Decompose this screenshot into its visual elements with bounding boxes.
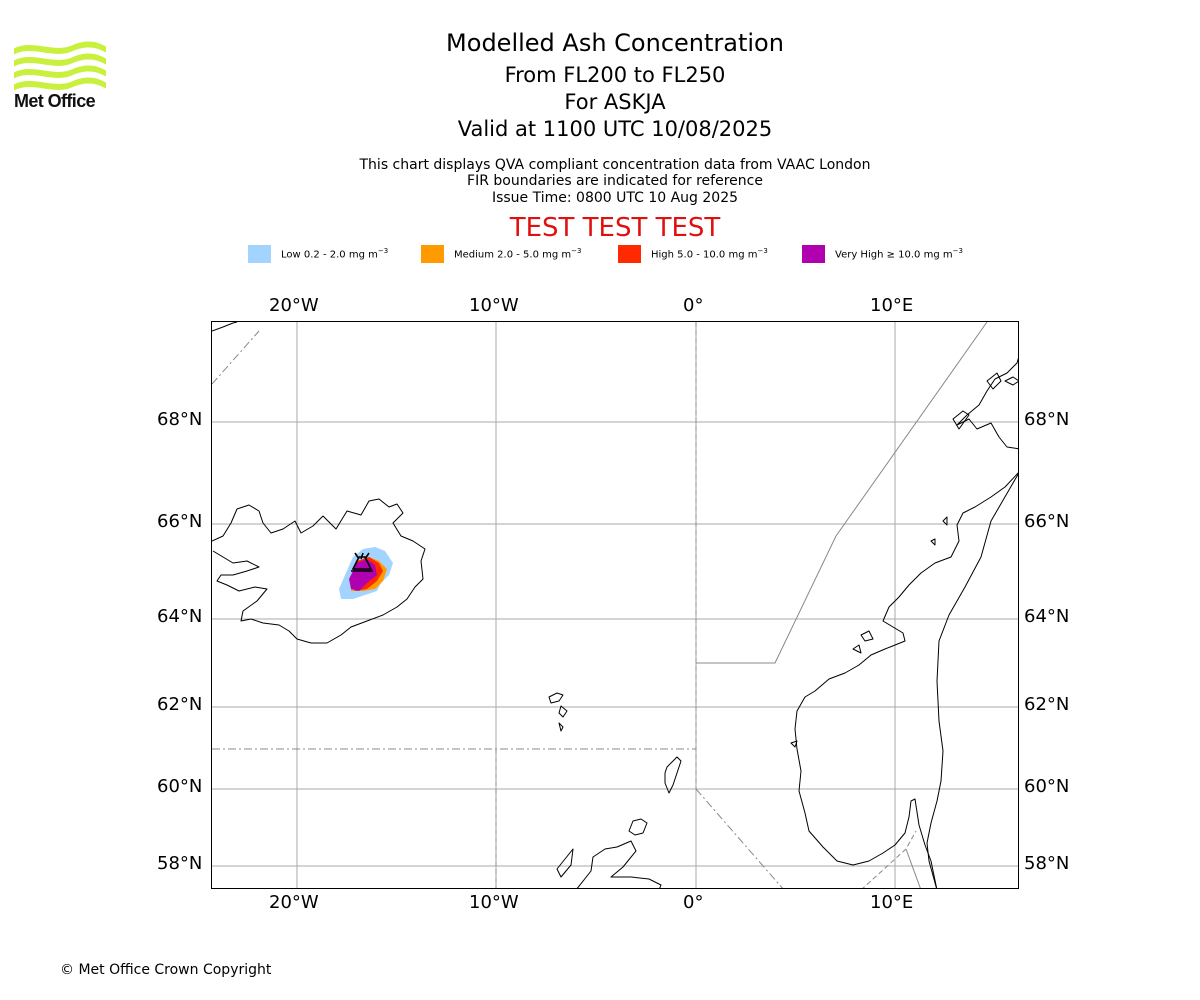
legend-item-low: Low 0.2 - 2.0 mg m−3 — [248, 244, 388, 264]
coast-sweden — [926, 473, 1018, 888]
graticule — [212, 322, 1018, 888]
legend-swatch-low — [248, 245, 271, 263]
coast-island-66n — [942, 516, 948, 526]
lon-label-bottom-20w: 20°W — [269, 892, 319, 913]
legend-item-medium: Medium 2.0 - 5.0 mg m−3 — [421, 244, 581, 264]
lon-label-top-10w: 10°W — [469, 295, 519, 316]
lat-label-right-64n: 64°N — [1024, 606, 1070, 627]
coast-hebrides — [556, 848, 574, 878]
map-canvas — [212, 322, 1018, 888]
lat-label-right-58n: 58°N — [1024, 853, 1070, 874]
coast-island-sw — [790, 740, 798, 748]
coast-island-64n — [860, 630, 874, 642]
lat-label-left-62n: 62°N — [157, 694, 203, 715]
legend-item-high: High 5.0 - 10.0 mg m−3 — [618, 244, 768, 264]
test-banner: TEST TEST TEST — [509, 213, 721, 243]
legend-swatch-very-high — [802, 245, 825, 263]
coast-island-63n — [852, 644, 862, 654]
legend-label-low: Low 0.2 - 2.0 mg m — [281, 249, 378, 261]
ash-contours — [339, 547, 393, 599]
fir-boundary-skagerrak — [862, 830, 917, 888]
coast-faroe-north — [548, 692, 564, 704]
coast-lofoten-2 — [986, 372, 1002, 390]
concentration-legend: Low 0.2 - 2.0 mg m−3 Medium 2.0 - 5.0 mg… — [0, 244, 1200, 264]
copyright-notice: © Met Office Crown Copyright — [60, 962, 272, 978]
coast-iceland — [212, 498, 426, 644]
fir-boundary-dashdot-north-sea — [695, 788, 783, 888]
flight-level-range: From FL200 to FL250 — [504, 63, 726, 87]
legend-label-high: High 5.0 - 10.0 mg m — [651, 249, 758, 261]
fir-boundaries — [212, 322, 988, 888]
coast-faroe-south — [558, 722, 564, 732]
info-line-qva: This chart displays QVA compliant concen… — [359, 157, 871, 173]
legend-swatch-medium — [421, 245, 444, 263]
legend-label-very-high: Very High ≥ 10.0 mg m — [835, 249, 953, 261]
coast-greenland-fragment — [212, 322, 238, 332]
fir-boundary-norway — [696, 322, 988, 664]
lon-label-top-10e: 10°E — [870, 295, 914, 316]
lon-label-top-0: 0° — [683, 295, 704, 316]
lat-label-left-64n: 64°N — [157, 606, 203, 627]
info-line-fir: FIR boundaries are indicated for referen… — [467, 173, 763, 189]
volcano-title: For ASKJA — [564, 90, 666, 114]
coast-scotland — [576, 840, 662, 888]
legend-label-medium: Medium 2.0 - 5.0 mg m — [454, 249, 572, 261]
lon-label-bottom-10e: 10°E — [870, 892, 914, 913]
coast-lofoten-1 — [1004, 376, 1018, 386]
fir-boundary-sweden — [905, 848, 921, 888]
valid-time: Valid at 1100 UTC 10/08/2025 — [457, 117, 773, 141]
lat-label-right-60n: 60°N — [1024, 776, 1070, 797]
met-office-logo-waves — [14, 41, 106, 91]
lat-label-left-66n: 66°N — [157, 511, 203, 532]
lon-label-bottom-10w: 10°W — [469, 892, 519, 913]
coast-faroe-mid — [558, 705, 568, 718]
lon-label-bottom-0: 0° — [683, 892, 704, 913]
coast-orkney — [628, 818, 648, 836]
lat-label-left-58n: 58°N — [157, 853, 203, 874]
lat-label-left-68n: 68°N — [157, 409, 203, 430]
coast-island-65n — [930, 538, 936, 546]
lat-label-right-62n: 62°N — [1024, 694, 1070, 715]
coast-norway — [794, 357, 1018, 888]
lat-label-right-66n: 66°N — [1024, 511, 1070, 532]
coastlines — [212, 322, 1018, 888]
lat-label-left-60n: 60°N — [157, 776, 203, 797]
met-office-logo-text: Met Office — [14, 91, 96, 111]
coast-lofoten-3 — [952, 410, 970, 430]
coast-shetland — [664, 756, 682, 794]
chart-title: Modelled Ash Concentration — [446, 29, 784, 57]
volcano-marker-askja — [351, 552, 373, 572]
legend-item-very-high: Very High ≥ 10.0 mg m−3 — [802, 244, 963, 264]
lat-label-right-68n: 68°N — [1024, 409, 1070, 430]
map-frame[interactable] — [211, 321, 1019, 889]
fir-boundary-dashdot-west — [212, 330, 260, 385]
legend-swatch-high — [618, 245, 641, 263]
lon-label-top-20w: 20°W — [269, 295, 319, 316]
issue-time: Issue Time: 0800 UTC 10 Aug 2025 — [491, 190, 739, 206]
